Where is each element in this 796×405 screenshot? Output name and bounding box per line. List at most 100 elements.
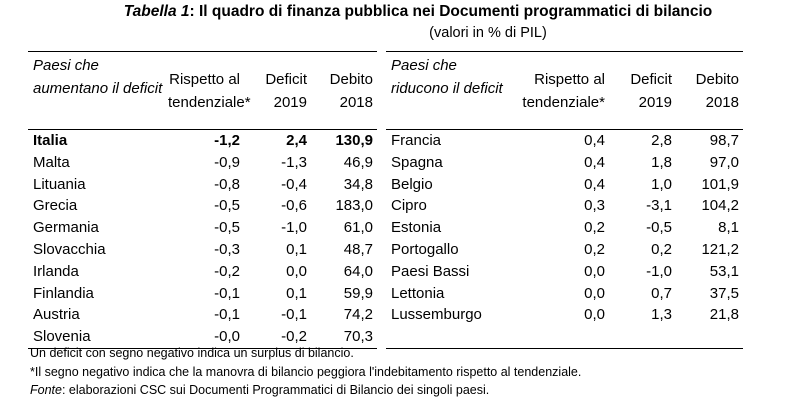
header-country: Paesi che riducono il deficit (391, 57, 503, 97)
table-row: Italia -1,2 2,4 130,9 (28, 130, 377, 152)
table-row: Finlandia -0,1 0,1 59,9 (28, 283, 377, 305)
cell-tendenziale: -0,9 (214, 153, 240, 171)
cell-debito-2018: 59,9 (343, 284, 373, 302)
cell-deficit-2019: 2,4 (286, 132, 307, 149)
table-row: Spagna 0,4 1,8 97,0 (386, 152, 743, 174)
cell-debito-2018: 130,9 (335, 132, 373, 149)
cell-tendenziale: -0,8 (214, 175, 240, 193)
cell-country: Paesi Bassi (391, 262, 470, 280)
table-row: Lussemburgo 0,0 1,3 21,8 (386, 304, 743, 326)
cell-tendenziale: -0,5 (214, 219, 240, 237)
cell-tendenziale: -0,3 (214, 240, 240, 258)
cell-debito-2018: 46,9 (343, 153, 373, 171)
cell-country: Slovenia (28, 326, 168, 349)
header-row: Paesi che riducono il deficit Rispetto a… (386, 51, 743, 130)
cell-deficit-2019: -0,5 (646, 219, 672, 237)
cell-deficit-2019: -3,1 (646, 197, 672, 215)
cell-country: Belgio (391, 175, 433, 193)
footnote-source: Fonte: elaborazioni CSC sui Documenti Pr… (30, 381, 581, 400)
cell-debito-2018: 104,2 (701, 197, 739, 215)
table-row: Paesi Bassi 0,0 -1,0 53,1 (386, 261, 743, 283)
cell-tendenziale: 0,0 (584, 306, 605, 324)
cell-debito-2018: 8,1 (718, 219, 739, 237)
cell-debito-2018: 101,9 (701, 175, 739, 193)
cell-tendenziale: 0,2 (584, 240, 605, 258)
table-row: Francia 0,4 2,8 98,7 (386, 130, 743, 152)
table-row: Austria -0,1 -0,1 74,2 (28, 304, 377, 326)
table-reduce-deficit: Paesi che riducono il deficit Rispetto a… (386, 51, 743, 349)
cell-debito-2018: 70,3 (311, 326, 377, 349)
header-row: Paesi che aumentano il deficit Rispetto … (28, 51, 377, 130)
cell-tendenziale: -0,1 (214, 306, 240, 324)
empty-row (386, 326, 743, 349)
cell-country: Italia (33, 132, 68, 149)
cell-deficit-2019: 0,2 (651, 240, 672, 258)
cell-country: Finlandia (33, 284, 94, 302)
cell-debito-2018: 53,1 (709, 262, 739, 280)
cell-country: Lussemburgo (391, 306, 482, 324)
header-debito: Debito 2018 (329, 70, 373, 111)
table-row: Malta -0,9 -1,3 46,9 (28, 152, 377, 174)
cell-debito-2018: 183,0 (335, 197, 373, 215)
table-row: Lituania -0,8 -0,4 34,8 (28, 174, 377, 196)
cell-debito-2018: 61,0 (343, 219, 373, 237)
table-row: Slovenia -0,0 -0,2 70,3 (28, 326, 377, 349)
cell-tendenziale: 0,4 (584, 153, 605, 171)
header-tendenziale: Rispetto al tendenziale* (168, 70, 251, 111)
cell-debito-2018: 98,7 (709, 132, 739, 149)
cell-country: Austria (33, 306, 80, 324)
header-tendenziale: Rispetto al tendenziale* (522, 70, 605, 111)
cell-country: Malta (33, 153, 70, 171)
cell-debito-2018: 97,0 (709, 153, 739, 171)
cell-deficit-2019: -0,1 (281, 306, 307, 324)
header-debito: Debito 2018 (695, 70, 739, 111)
cell-debito-2018 (676, 326, 743, 349)
cell-country: Germania (33, 219, 99, 237)
table-row: Germania -0,5 -1,0 61,0 (28, 217, 377, 239)
cell-deficit-2019: 1,8 (651, 153, 672, 171)
table-row: Portogallo 0,2 0,2 121,2 (386, 239, 743, 261)
table-row: Lettonia 0,0 0,7 37,5 (386, 283, 743, 305)
cell-country: Estonia (391, 219, 442, 237)
cell-tendenziale: 0,4 (584, 132, 605, 149)
cell-deficit-2019: 0,1 (286, 284, 307, 302)
table-title: Tabella 1: Il quadro di finanza pubblica… (20, 3, 796, 21)
cell-deficit-2019: -0,6 (281, 197, 307, 215)
cell-country: Francia (391, 132, 442, 149)
cell-country: Spagna (391, 153, 443, 171)
cell-tendenziale: -0,0 (168, 326, 244, 349)
header-deficit: Deficit 2019 (265, 70, 307, 111)
cell-tendenziale: -0,2 (214, 262, 240, 280)
cell-tendenziale (516, 326, 609, 349)
cell-debito-2018: 34,8 (343, 175, 373, 193)
table-row: Irlanda -0,2 0,0 64,0 (28, 261, 377, 283)
cell-deficit-2019: 0,1 (286, 240, 307, 258)
header-deficit: Deficit 2019 (630, 70, 672, 111)
footnote-surplus: Un deficit con segno negativo indica un … (30, 346, 354, 360)
cell-debito-2018: 121,2 (701, 240, 739, 258)
table-row: Slovacchia -0,3 0,1 48,7 (28, 239, 377, 261)
cell-tendenziale: 0,0 (584, 262, 605, 280)
cell-country: Irlanda (33, 262, 79, 280)
cell-country (386, 326, 516, 349)
cell-deficit-2019: -0,4 (281, 175, 307, 193)
header-country: Paesi che aumentano il deficit (33, 57, 163, 97)
cell-debito-2018: 37,5 (709, 284, 739, 302)
cell-debito-2018: 21,8 (709, 306, 739, 324)
cell-tendenziale: 0,3 (584, 197, 605, 215)
cell-debito-2018: 74,2 (343, 306, 373, 324)
title-text: : Il quadro di finanza pubblica nei Docu… (189, 3, 713, 20)
cell-debito-2018: 48,7 (343, 240, 373, 258)
cell-deficit-2019: -0,2 (244, 326, 311, 349)
cell-tendenziale: 0,0 (584, 284, 605, 302)
cell-tendenziale: 0,2 (584, 219, 605, 237)
cell-country: Lituania (33, 175, 86, 193)
cell-country: Cipro (391, 197, 427, 215)
footnotes: Un deficit con segno negativo indica un … (30, 344, 581, 400)
table-increase-deficit: Paesi che aumentano il deficit Rispetto … (28, 51, 377, 349)
cell-country: Grecia (33, 197, 78, 215)
cell-tendenziale: -0,1 (214, 284, 240, 302)
cell-deficit-2019: 0,0 (286, 262, 307, 280)
cell-deficit-2019 (609, 326, 676, 349)
cell-deficit-2019: 0,7 (651, 284, 672, 302)
